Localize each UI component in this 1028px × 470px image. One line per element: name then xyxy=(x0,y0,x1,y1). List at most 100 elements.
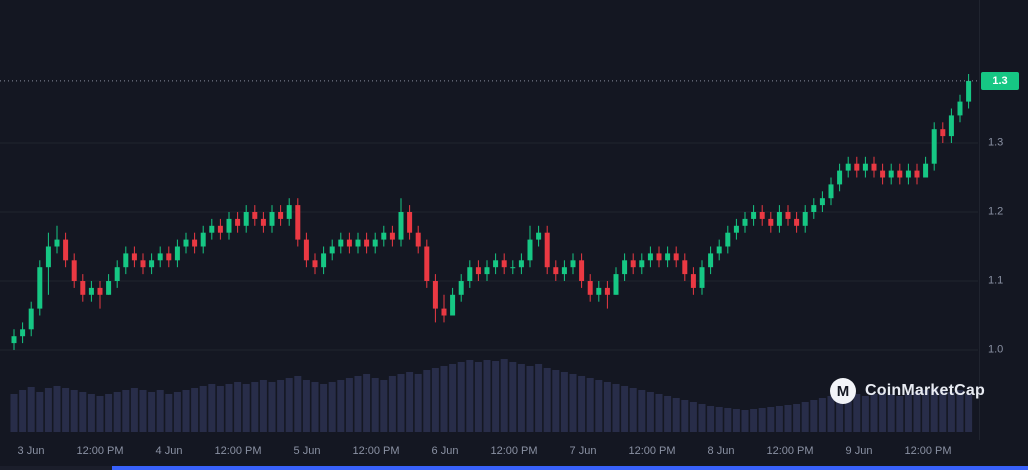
price-axis-label: 1.1 xyxy=(988,274,1004,287)
candle-body xyxy=(398,212,404,240)
volume-bar xyxy=(182,390,190,432)
volume-bar xyxy=(664,396,672,432)
candle-body xyxy=(226,218,232,233)
volume-bar xyxy=(363,374,371,432)
candle-body xyxy=(682,260,688,275)
current-price-badge: 1.3 xyxy=(981,71,1019,90)
chart-scrollbar-thumb[interactable] xyxy=(112,466,1028,470)
candle-body xyxy=(63,239,69,261)
time-axis-label: 12:00 PM xyxy=(490,445,538,457)
time-axis-label: 5 Jun xyxy=(293,445,321,457)
volume-bar xyxy=(818,398,826,432)
candle-body xyxy=(518,260,524,268)
candle-body xyxy=(484,267,490,275)
candle-body xyxy=(338,239,344,247)
candle-body xyxy=(579,260,585,281)
candle-body xyxy=(854,163,860,171)
volume-bar xyxy=(457,362,465,432)
candle-body xyxy=(278,212,284,219)
volume-bar xyxy=(956,390,964,432)
volume-bar xyxy=(646,392,654,432)
time-axis[interactable]: 3 Jun 12:00 PM 4 Jun 12:00 PM 5 Jun 12:00 PM 6… xyxy=(0,438,1028,464)
volume-bar xyxy=(801,402,809,432)
price-axis[interactable]: 1.0 1.1 1.2 1.3 xyxy=(980,0,1028,440)
volume-bar xyxy=(689,402,697,432)
candle-body xyxy=(269,212,275,226)
candle-body xyxy=(759,212,765,219)
candle-body xyxy=(570,260,576,268)
candle-body xyxy=(467,267,473,281)
volume-bar xyxy=(79,392,87,432)
volume-bar xyxy=(148,392,156,432)
volume-bar xyxy=(569,374,577,432)
candle-body xyxy=(174,246,180,261)
candle-body xyxy=(200,232,206,247)
volume-bar xyxy=(36,392,44,432)
volume-bar xyxy=(380,380,388,432)
time-axis-label: 7 Jun xyxy=(569,445,597,457)
candle-body xyxy=(587,281,593,295)
candle-body xyxy=(243,212,249,226)
candle-body xyxy=(106,281,112,295)
volume-bar xyxy=(810,400,818,432)
candle-body xyxy=(510,267,516,269)
candle-body xyxy=(725,232,731,247)
volume-bar xyxy=(930,388,938,432)
time-axis-label: 6 Jun xyxy=(431,445,459,457)
candle-body xyxy=(312,260,318,268)
volume-bar xyxy=(234,382,242,432)
volume-bar xyxy=(775,406,783,432)
candle-body xyxy=(97,287,103,295)
volume-bar xyxy=(268,382,276,432)
volume-bar xyxy=(629,388,637,432)
volume-bar xyxy=(870,394,878,432)
candle-body xyxy=(733,225,739,233)
candle-body xyxy=(647,253,653,261)
candle-body xyxy=(209,225,215,233)
candle-body xyxy=(450,294,456,316)
volume-bar xyxy=(922,390,930,432)
volume-bar xyxy=(887,394,895,432)
candle-body xyxy=(751,212,757,219)
volume-bar xyxy=(191,388,199,432)
candle-body xyxy=(862,163,868,171)
candle-body xyxy=(561,267,567,275)
candle-body xyxy=(544,232,550,268)
candle-body xyxy=(536,232,542,240)
time-axis-label: 12:00 PM xyxy=(904,445,952,457)
time-axis-label: 12:00 PM xyxy=(352,445,400,457)
candle-body xyxy=(768,218,774,226)
volume-bar xyxy=(543,368,551,432)
candle-body xyxy=(432,281,438,309)
candle-body xyxy=(372,239,378,247)
candle-body xyxy=(940,129,946,137)
candle-body xyxy=(123,253,129,268)
volume-bar xyxy=(130,388,138,432)
candle-body xyxy=(742,218,748,226)
volume-bar xyxy=(509,362,517,432)
candle-body xyxy=(699,267,705,288)
volume-bar xyxy=(767,407,775,432)
candle-body xyxy=(346,239,352,247)
candle-body xyxy=(493,260,499,268)
volume-bar xyxy=(337,380,345,432)
volume-bar xyxy=(655,394,663,432)
candle-body xyxy=(166,253,172,261)
volume-bar xyxy=(500,359,508,432)
candle-body xyxy=(303,239,309,261)
candle-body xyxy=(639,260,645,268)
candle-body xyxy=(819,198,825,206)
volume-bar xyxy=(879,392,887,432)
volume-bar xyxy=(698,404,706,432)
candle-body xyxy=(957,101,963,116)
volume-bar xyxy=(345,378,353,432)
volume-bar xyxy=(354,376,362,432)
volume-bar xyxy=(939,390,947,432)
volume-bar xyxy=(474,362,482,432)
volume-bar xyxy=(165,394,173,432)
time-axis-label: 4 Jun xyxy=(155,445,183,457)
time-axis-label: 12:00 PM xyxy=(214,445,262,457)
candle-body xyxy=(217,225,223,233)
candle-body xyxy=(295,205,301,240)
